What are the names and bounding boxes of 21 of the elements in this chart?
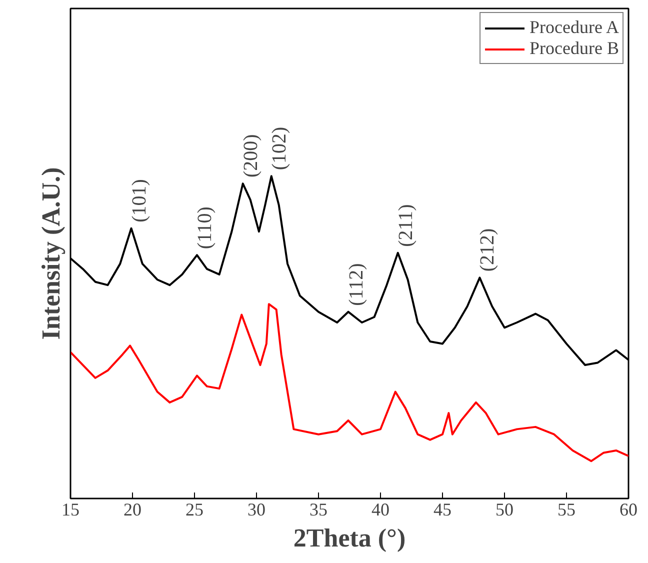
x-tick-label: 30: [248, 500, 266, 520]
x-tick-label: 45: [434, 500, 452, 520]
annotation: (102): [268, 126, 290, 170]
annotation: (211): [394, 204, 417, 247]
x-axis-title: 2Theta (°): [293, 524, 406, 552]
annotation: (200): [240, 134, 262, 178]
x-tick-label: 60: [620, 500, 638, 520]
y-axis-title: Intensity (A.U.): [36, 167, 66, 340]
legend-label: Procedure B: [530, 38, 619, 59]
x-tick-label: 15: [62, 500, 80, 520]
x-tick-label: 50: [496, 500, 514, 520]
annotation: (112): [345, 263, 368, 306]
annotation: (101): [128, 179, 150, 222]
annotation: (212): [476, 228, 499, 272]
annotation: (110): [194, 206, 216, 250]
x-tick-label: 55: [558, 500, 576, 520]
x-tick-label: 20: [124, 500, 142, 520]
x-tick-label: 40: [372, 500, 390, 520]
x-tick-label: 25: [186, 500, 204, 520]
legend-label: Procedure A: [530, 17, 619, 38]
x-tick-label: 35: [310, 500, 328, 520]
